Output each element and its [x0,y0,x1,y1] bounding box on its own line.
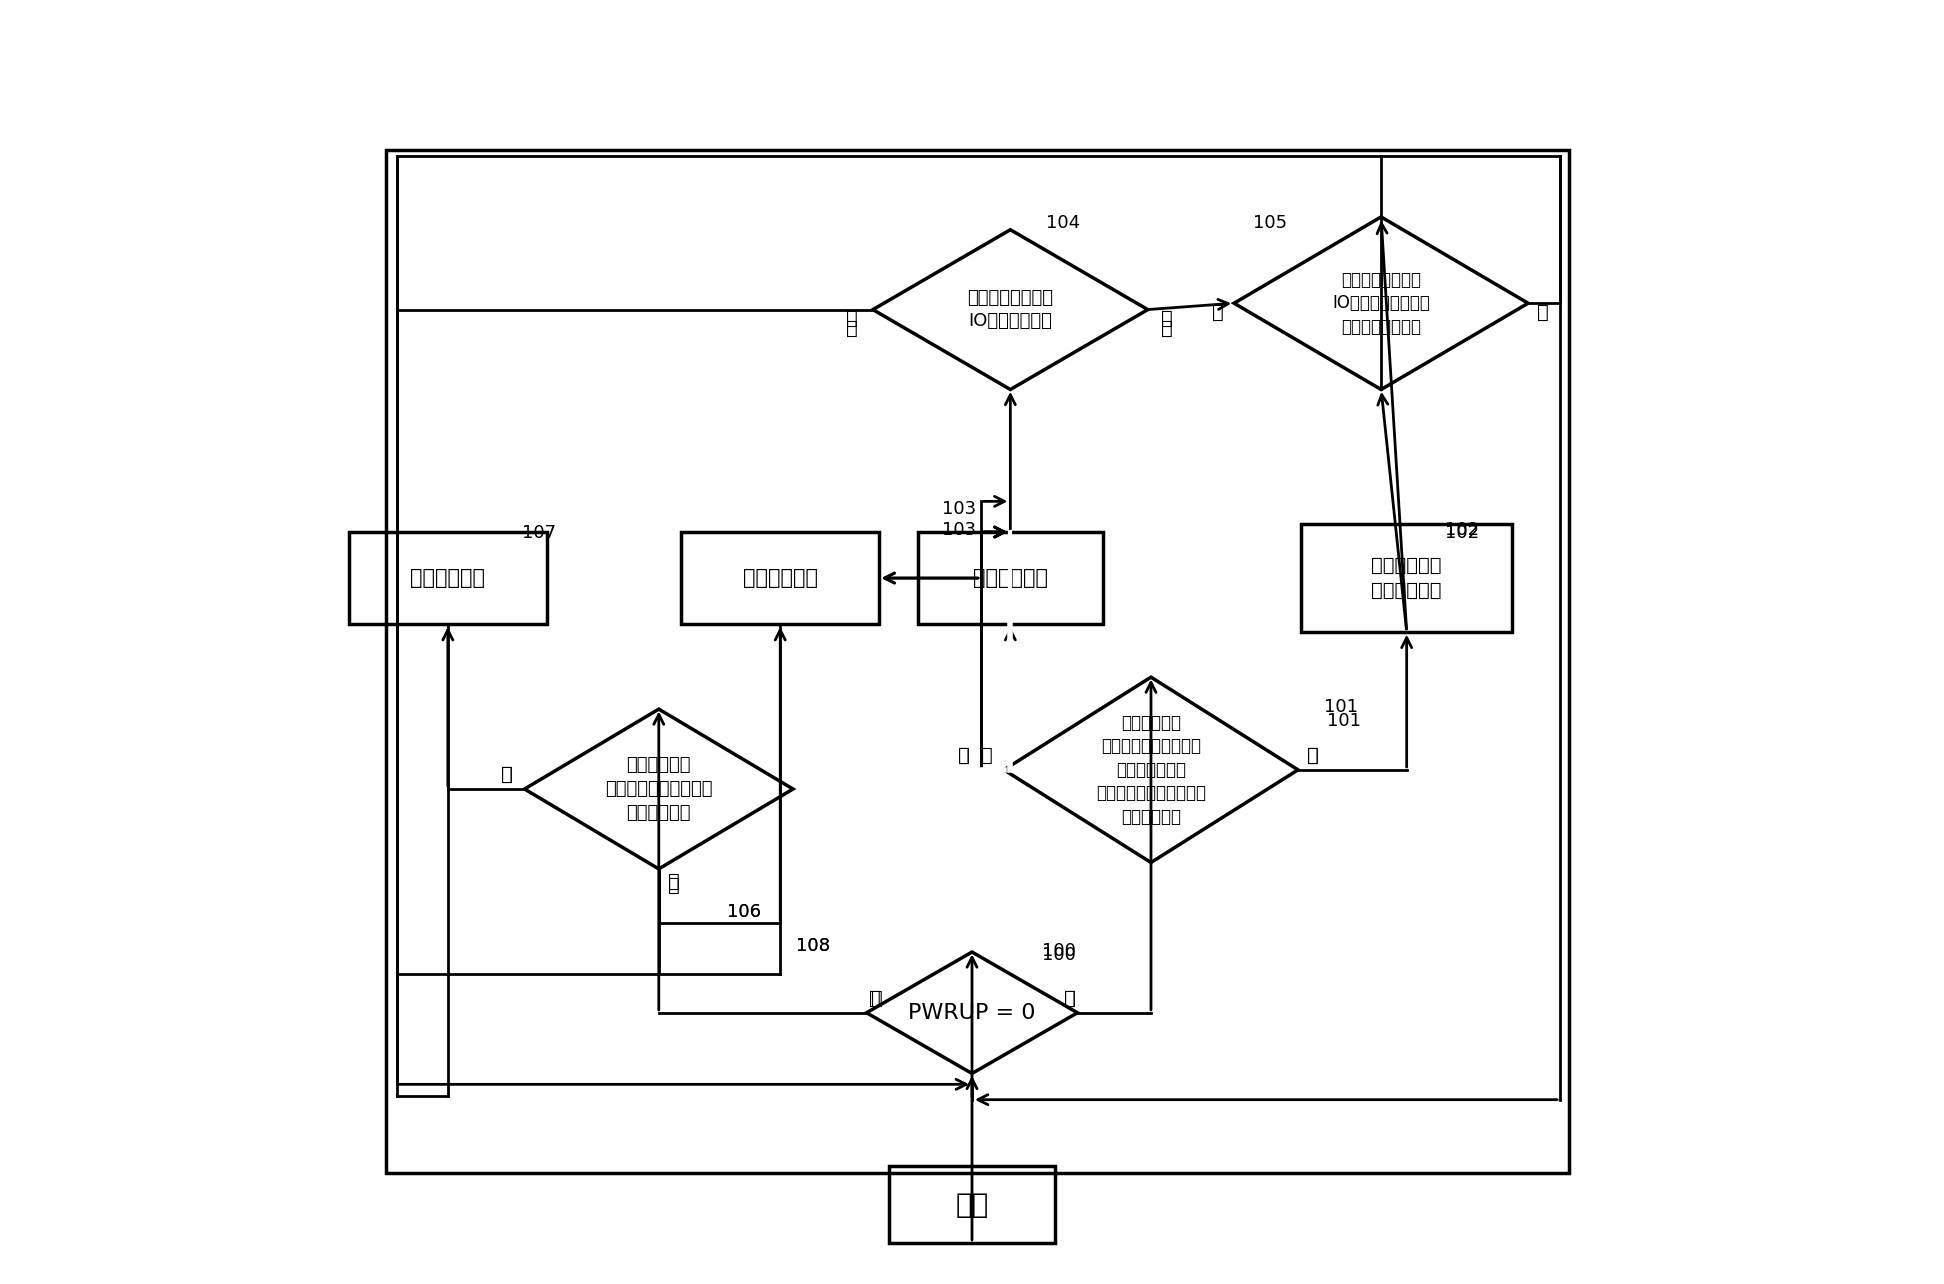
Text: 否: 否 [1161,309,1172,327]
Text: 是: 是 [846,318,857,338]
Text: 102: 102 [1444,520,1479,538]
Text: 否: 否 [502,765,513,785]
Text: 100: 100 [1042,942,1077,960]
Bar [387,150,1569,1172]
Text: 否: 否 [871,989,883,1008]
Text: 否: 否 [869,989,881,1008]
Bar [680,532,879,624]
Text: 否: 否 [1161,318,1172,338]
Text: 正常工作模式: 正常工作模式 [410,568,486,588]
Bar [918,532,1102,624]
Text: 否: 否 [502,765,513,785]
Text: 105: 105 [1254,213,1287,231]
Text: 否: 否 [958,746,970,765]
Text: 否: 否 [980,746,993,765]
Text: 恢复供电复位或者
IO休眠唤醒复位: 恢复供电复位或者 IO休眠唤醒复位 [968,289,1054,330]
Text: 是: 是 [667,872,680,891]
Bar [1301,524,1512,633]
Text: 进入库存模式: 进入库存模式 [972,568,1048,588]
Text: 106: 106 [727,903,760,921]
Text: 计量电路检测
电压输入信号的有效值
小于某个阙值，
而电流输入信号的有效值
大于某个阙值: 计量电路检测 电压输入信号的有效值 小于某个阙值， 而电流输入信号的有效值 大于… [1096,714,1205,826]
Text: 恢复供电复位或者
IO休眠唤醒复位或者
定时休眠唤醒复位: 恢复供电复位或者 IO休眠唤醒复位或者 定时休眠唤醒复位 [1332,271,1431,336]
Text: 进入浅休眠与
常量计量模式: 进入浅休眠与 常量计量模式 [1371,556,1442,600]
Text: 104: 104 [1046,213,1081,231]
Bar [348,532,546,624]
Text: 否: 否 [958,746,970,765]
Text: 100: 100 [1042,946,1077,964]
Text: 开始: 开始 [955,1190,989,1219]
Text: 107: 107 [523,524,556,542]
Text: 101: 101 [1324,698,1357,716]
Text: 是: 是 [667,876,680,895]
Text: 是: 是 [1306,746,1318,765]
Text: 是: 是 [846,309,857,327]
Text: 103: 103 [941,499,976,517]
Text: 计量电路检测
电压输入信号的有效值
小于某个阙值: 计量电路检测 电压输入信号的有效值 小于某个阙值 [605,756,713,822]
Text: 106: 106 [727,903,760,921]
Text: 108: 108 [795,937,830,955]
Text: 108: 108 [795,937,830,955]
Text: 103: 103 [941,520,976,538]
Text: 降频工作模式: 降频工作模式 [743,568,818,588]
Bar [888,1166,1056,1243]
Text: 否: 否 [1213,303,1225,322]
Text: 是: 是 [1538,303,1549,322]
Text: 是: 是 [1306,746,1318,765]
Text: 是: 是 [1063,989,1075,1008]
Text: 101: 101 [1328,713,1361,731]
Text: PWRUP = 0: PWRUP = 0 [908,1003,1036,1023]
Text: 是: 是 [1063,989,1075,1008]
Text: 102: 102 [1444,524,1479,542]
